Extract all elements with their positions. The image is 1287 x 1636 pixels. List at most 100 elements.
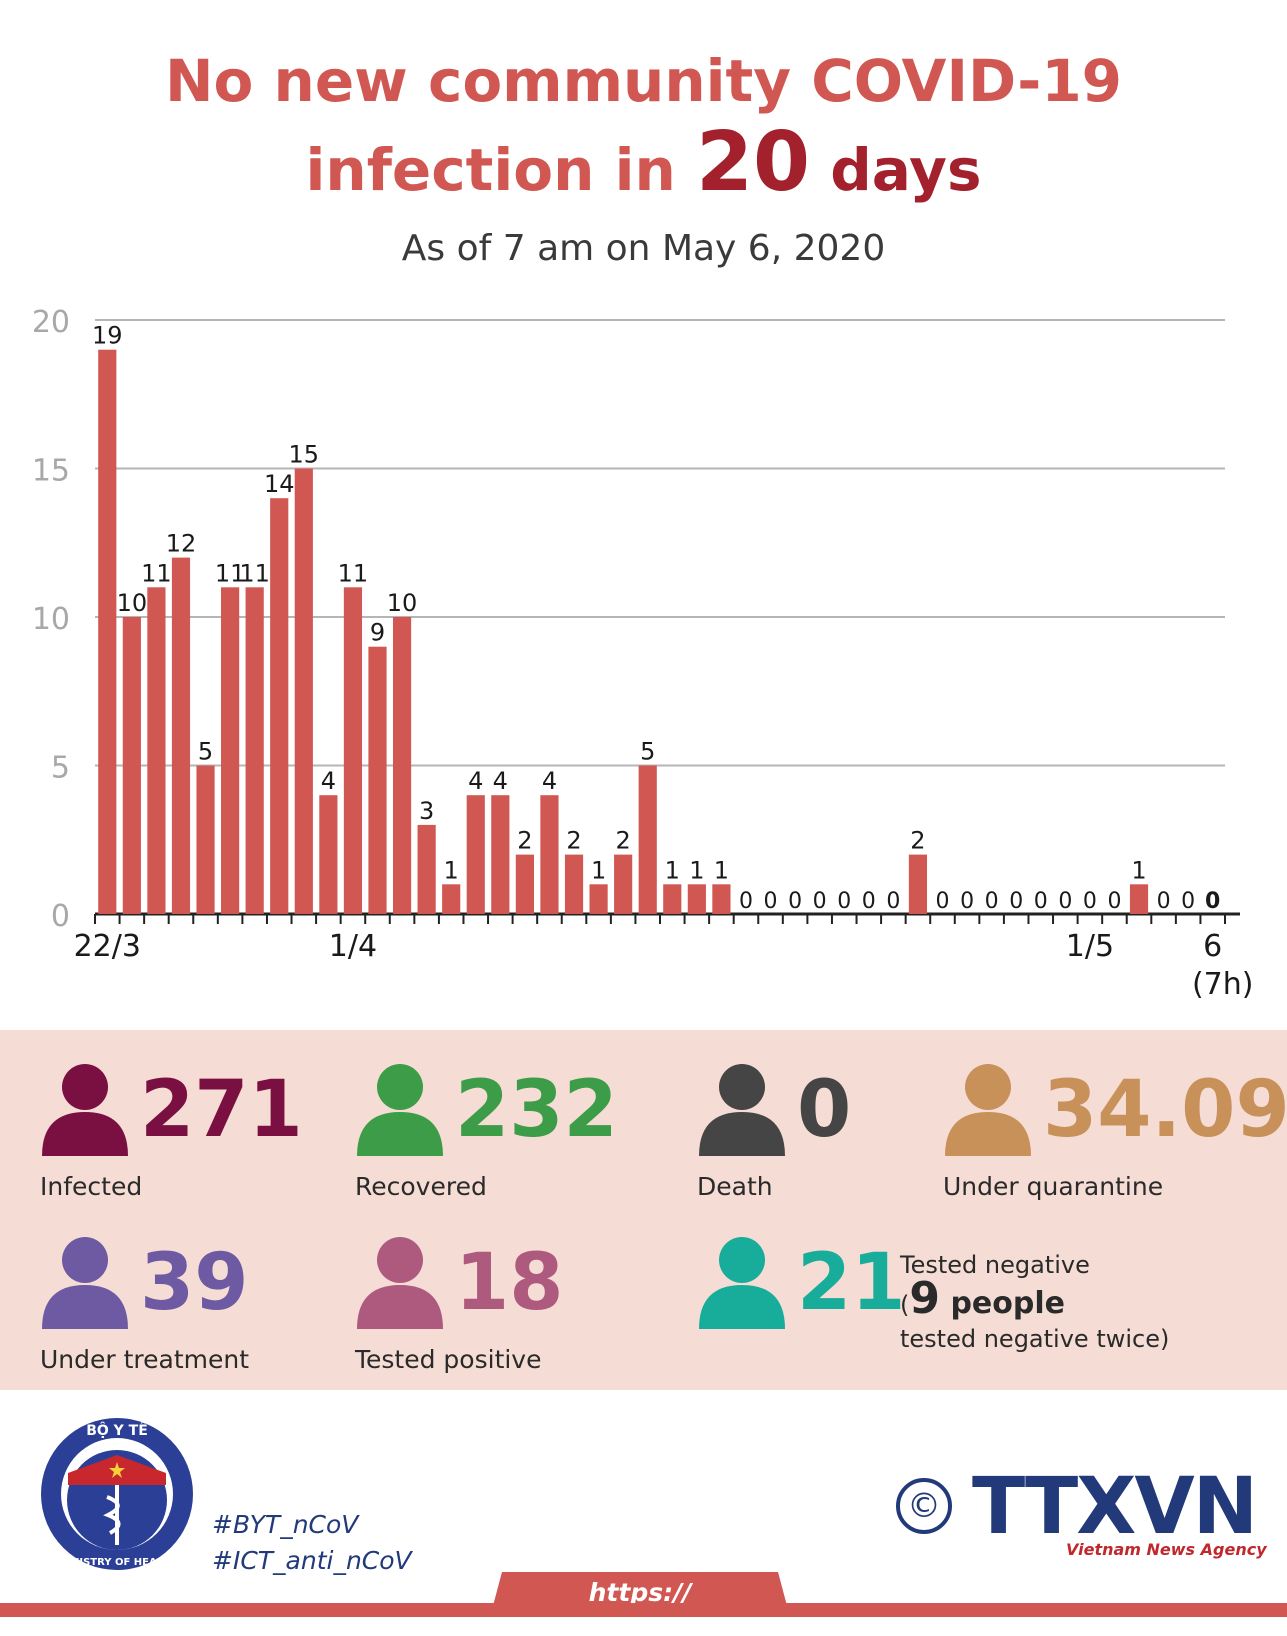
data-label: 1 — [689, 856, 704, 884]
title-line-1: No new community COVID-19 — [164, 47, 1123, 115]
data-label: 5 — [640, 738, 655, 766]
hashtag-byt: #BYT_nCoV — [212, 1510, 359, 1539]
data-label: 12 — [166, 530, 197, 558]
bar — [564, 854, 584, 914]
negative-note: Tested negative (9 people tested negativ… — [900, 1248, 1169, 1356]
stat-label: Death — [697, 1172, 773, 1201]
person-icon — [42, 1237, 128, 1329]
data-label: 10 — [117, 589, 148, 617]
negative-note-line2: (9 people — [900, 1277, 1169, 1322]
stat-label: Tested positive — [355, 1345, 542, 1374]
data-label: 1 — [665, 856, 680, 884]
y-tick-label: 10 — [32, 602, 70, 637]
data-label: 11 — [338, 559, 369, 587]
y-tick-label: 5 — [51, 751, 70, 786]
data-label: 0 — [1107, 889, 1121, 914]
bar — [1129, 884, 1149, 914]
bar — [147, 587, 166, 914]
stat-label: Infected — [40, 1172, 143, 1201]
negative-note-line3: tested negative twice) — [900, 1325, 1170, 1353]
data-label: 5 — [198, 738, 213, 766]
data-label: 0 — [1157, 889, 1171, 914]
y-tick-label: 0 — [51, 899, 70, 934]
person-icon — [699, 1237, 785, 1329]
data-label: 1 — [1131, 856, 1146, 884]
bar — [712, 884, 731, 914]
data-label: 1 — [444, 856, 459, 884]
data-label: 0 — [1205, 889, 1220, 914]
stat-label: Recovered — [355, 1172, 487, 1201]
bar — [392, 617, 412, 914]
bar — [540, 795, 559, 914]
bar — [491, 795, 510, 914]
data-label: 0 — [1181, 889, 1195, 914]
stat-value: 34.097 — [1043, 1065, 1287, 1155]
data-label: 0 — [739, 889, 753, 914]
data-label: 0 — [837, 889, 851, 914]
subtitle: As of 7 am on May 6, 2020 — [401, 228, 886, 269]
stats-panel — [0, 1030, 1287, 1390]
negative-note-people: people — [940, 1286, 1065, 1321]
bar — [171, 557, 191, 914]
x-tick-label: 1/4 — [329, 929, 377, 964]
data-label: 15 — [289, 441, 320, 469]
y-tick-label: 15 — [32, 454, 70, 489]
data-label: 0 — [862, 889, 876, 914]
bar — [417, 824, 436, 914]
data-label: 4 — [493, 767, 508, 795]
stat-value: 271 — [140, 1065, 303, 1155]
data-label: 10 — [387, 589, 418, 617]
bar — [245, 587, 264, 914]
bar — [687, 884, 706, 914]
bar — [638, 765, 657, 914]
bar — [319, 795, 338, 914]
stat-label: Under treatment — [40, 1345, 250, 1374]
bar — [196, 765, 215, 914]
stat-value: 18 — [455, 1238, 564, 1328]
data-label: 2 — [910, 827, 925, 855]
bar — [908, 854, 928, 914]
person-icon — [42, 1064, 128, 1156]
ministry-of-health-logo: BỘ Y TẾ MINISTRY OF HEALTH — [41, 1418, 193, 1570]
x-tick-label: 6 — [1203, 929, 1222, 964]
data-label: 3 — [419, 797, 434, 825]
bar — [466, 795, 485, 914]
page-title: No new community COVID-19 infection in 2… — [0, 40, 1287, 211]
bar — [294, 468, 313, 914]
bar — [663, 884, 682, 914]
y-tick-label: 20 — [32, 305, 70, 340]
bar — [122, 617, 141, 914]
negative-note-line1: Tested negative — [900, 1251, 1090, 1279]
bar — [614, 854, 633, 914]
data-label: 11 — [239, 559, 270, 587]
data-label: 11 — [141, 559, 172, 587]
data-label: 0 — [985, 889, 999, 914]
bar — [343, 587, 363, 914]
data-label: 0 — [960, 889, 974, 914]
data-label: 0 — [886, 889, 900, 914]
data-label: 4 — [542, 767, 557, 795]
data-label: 9 — [370, 619, 385, 647]
bar — [221, 587, 240, 914]
data-label: 0 — [813, 889, 827, 914]
x-tick-sublabel: (7h) — [1192, 967, 1254, 1000]
hashtag-ict: #ICT_anti_nCoV — [212, 1546, 412, 1575]
stat-value: 232 — [455, 1065, 618, 1155]
negative-note-paren: ( — [900, 1291, 910, 1319]
title-line-2-pre: infection in — [305, 136, 696, 204]
data-label: 0 — [764, 889, 778, 914]
bar — [515, 854, 534, 914]
data-label: 4 — [321, 767, 336, 795]
ttxvn-logo: TTXVN — [972, 1462, 1258, 1552]
data-label: 0 — [1083, 889, 1097, 914]
stat-value: 21 — [797, 1238, 906, 1328]
bar — [270, 498, 289, 914]
data-label: 0 — [1058, 889, 1072, 914]
bar — [589, 884, 608, 914]
person-icon — [945, 1064, 1031, 1156]
data-label: 2 — [616, 827, 631, 855]
logo-bottom-text: MINISTRY OF HEALTH — [57, 1557, 176, 1568]
data-label: 2 — [566, 827, 581, 855]
bar — [442, 884, 461, 914]
